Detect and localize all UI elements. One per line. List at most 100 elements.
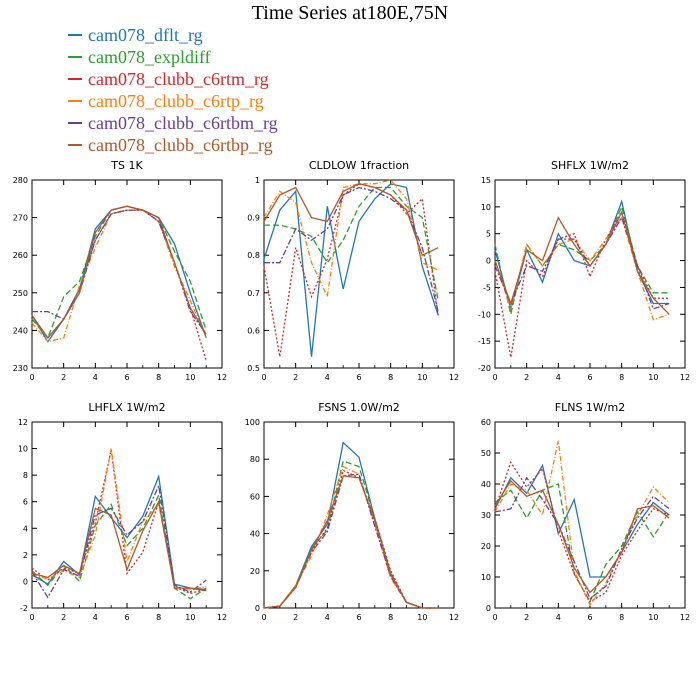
y-tick-label: 4 [23, 524, 28, 533]
x-tick-label: 12 [449, 373, 459, 382]
series-line [263, 473, 439, 609]
y-tick-label: 0 [486, 257, 491, 266]
x-tick-label: 8 [388, 613, 393, 622]
x-tick-label: 6 [124, 613, 129, 622]
page-title: Time Series at180E,75N [251, 2, 449, 24]
y-tick-label: 10 [481, 203, 491, 212]
series-line [494, 216, 670, 321]
plot-frame [263, 421, 455, 609]
y-tick-label: 0.6 [247, 326, 260, 335]
x-tick-label: 10 [648, 373, 658, 382]
x-tick-label: 6 [124, 373, 129, 382]
chart-panel: FLNS 1W/m2 0 2 4 6 8 10 12 0 10 20 30 40 50 60 [481, 401, 690, 622]
series-line [31, 205, 207, 343]
series-line [31, 448, 207, 591]
y-tick-label: 60 [250, 492, 260, 501]
y-tick-label: -20 [478, 364, 491, 373]
y-tick-label: 0.8 [247, 251, 260, 260]
y-tick-label: 40 [481, 480, 491, 489]
legend-item: cam078_dflt_rg [68, 24, 278, 46]
series-line [263, 179, 439, 299]
y-tick-label: 0 [255, 604, 260, 613]
series-line [31, 205, 207, 339]
x-tick-label: 4 [325, 373, 330, 382]
series-line [31, 449, 207, 595]
y-tick-label: 2 [23, 551, 28, 560]
y-tick-label: -2 [20, 604, 28, 613]
series-line [263, 469, 439, 609]
x-tick-label: 4 [556, 373, 561, 382]
legend-swatch [68, 78, 82, 80]
legend-item: cam078_clubb_c6rtbm_rg [68, 112, 278, 134]
y-tick-label: 230 [13, 364, 28, 373]
x-tick-label: 6 [356, 373, 361, 382]
y-tick-label: 60 [481, 418, 491, 427]
series-line [263, 475, 439, 609]
y-tick-label: 50 [481, 449, 491, 458]
legend-label: cam078_expldiff [88, 47, 211, 67]
y-tick-label: 100 [245, 418, 260, 427]
plot-frame [494, 421, 686, 609]
x-tick-label: 6 [587, 373, 592, 382]
x-tick-label: 8 [619, 613, 624, 622]
y-tick-label: 10 [18, 445, 28, 454]
series-line [263, 441, 439, 609]
series-line [494, 476, 670, 600]
x-tick-label: 10 [417, 613, 427, 622]
y-tick-label: -10 [478, 310, 491, 319]
panel-title: FLNS 1W/m2 [555, 401, 625, 414]
series-line [263, 465, 439, 609]
y-tick-label: 270 [13, 214, 28, 223]
y-tick-label: 30 [481, 511, 491, 520]
legend-swatch [68, 34, 82, 36]
series-line [494, 483, 670, 604]
series-line [264, 186, 439, 312]
y-tick-label: 20 [481, 542, 491, 551]
x-tick-label: 8 [156, 613, 161, 622]
panel-title: TS 1K [110, 159, 143, 172]
chart-panel: CLDLOW 1fraction 0 2 4 6 8 10 12 0.5 0.6 0.7 0.8 0.9… [247, 159, 459, 382]
series-line [31, 492, 207, 600]
x-tick-label: 12 [217, 613, 227, 622]
series-line [494, 204, 670, 315]
legend-swatch [68, 122, 82, 124]
y-tick-label: 250 [13, 289, 28, 298]
legend-item: cam078_expldiff [68, 46, 278, 68]
x-tick-label: 8 [388, 373, 393, 382]
x-tick-label: 12 [680, 373, 690, 382]
panel-title: CLDLOW 1fraction [309, 159, 409, 172]
y-tick-label: 80 [250, 455, 260, 464]
series-line [31, 209, 207, 361]
y-tick-label: 5 [486, 230, 491, 239]
series-line [494, 463, 670, 578]
x-tick-label: 6 [587, 613, 592, 622]
y-tick-label: 10 [481, 573, 491, 582]
x-tick-label: 0 [261, 613, 266, 622]
x-tick-label: 0 [261, 373, 266, 382]
x-tick-label: 2 [61, 613, 66, 622]
x-tick-label: 4 [93, 373, 98, 382]
y-tick-label: -5 [483, 283, 491, 292]
x-tick-label: 6 [356, 613, 361, 622]
series-line [263, 183, 439, 357]
x-tick-label: 0 [492, 373, 497, 382]
series-line [263, 183, 439, 357]
y-tick-label: -15 [478, 337, 491, 346]
legend-label: cam078_clubb_c6rtp_rg [88, 91, 264, 111]
panel-title: SHFLX 1W/m2 [551, 159, 629, 172]
plot-frame [31, 179, 223, 369]
y-tick-label: 40 [250, 530, 260, 539]
plot-frame [263, 179, 455, 369]
legend: cam078_dflt_rg cam078_expldiff cam078_cl… [68, 24, 278, 156]
x-tick-label: 2 [524, 373, 529, 382]
x-tick-label: 10 [185, 613, 195, 622]
legend-item: cam078_clubb_c6rtm_rg [68, 68, 278, 90]
series-line [31, 483, 207, 599]
y-tick-label: 0.9 [247, 214, 260, 223]
series-line [494, 216, 670, 310]
x-tick-label: 12 [680, 613, 690, 622]
x-tick-label: 8 [619, 373, 624, 382]
x-tick-label: 12 [449, 613, 459, 622]
legend-swatch [68, 144, 82, 146]
